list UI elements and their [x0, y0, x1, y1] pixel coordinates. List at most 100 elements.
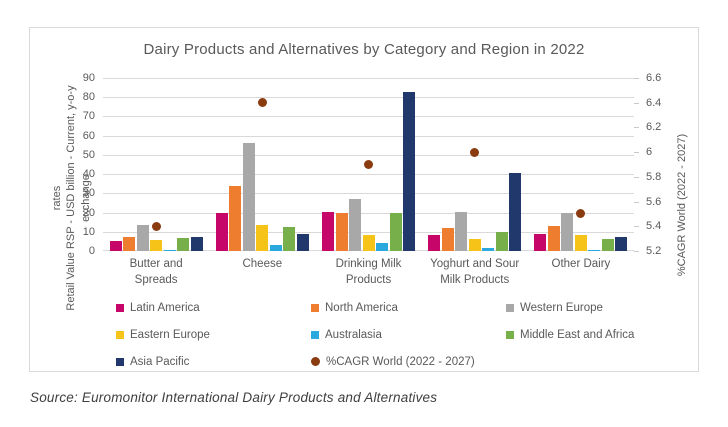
right-axis-tickmark-6.4: [634, 102, 639, 104]
right-axis-tick-5.8: 5.8: [646, 170, 662, 183]
bar-group-cheese: [209, 78, 315, 251]
category-label-cheese: Cheese: [242, 258, 283, 270]
legend-item-western-europe: Western Europe: [506, 302, 701, 314]
bar-australasia-drinking-milk-products: [376, 243, 388, 251]
right-axis-tick-6.4: 6.4: [646, 96, 662, 109]
right-axis-tickmark-5.2: [634, 251, 639, 252]
bar-middle-east-and-africa-butter-and-spreads: [177, 237, 190, 251]
bar-eastern-europe-butter-and-spreads: [150, 240, 163, 251]
category-label-drinking-milk-products: Drinking Milk Products: [335, 258, 402, 286]
legend-swatch-icon-australasia: [311, 330, 319, 339]
left-axis-tick-20: 20: [82, 206, 95, 219]
bar-latin-america-other-dairy: [534, 233, 547, 251]
bar-asia-pacific-cheese: [296, 233, 309, 251]
legend: Latin America North America Western Europe…: [116, 294, 701, 375]
legend-label-cagr-world-2022-2027: %CAGR World (2022 - 2027): [326, 355, 475, 368]
bar-eastern-europe-cheese: [256, 225, 269, 251]
bar-western-europe-butter-and-spreads: [136, 225, 149, 251]
cagr-dot-other-dairy: [576, 209, 586, 219]
category-label-yoghurt-and-sour-milk-products: Yoghurt and Sour Milk Products: [430, 258, 520, 286]
left-axis-tick-10: 10: [82, 225, 95, 238]
bar-middle-east-and-africa-yoghurt-and-sour-milk-products: [495, 231, 508, 251]
bar-eastern-europe-other-dairy: [574, 234, 587, 251]
bar-western-europe-yoghurt-and-sour-milk-products: [455, 211, 468, 251]
bar-north-america-drinking-milk-products: [335, 212, 348, 251]
bar-australasia-cheese: [269, 245, 282, 251]
legend-label-asia-pacific: Asia Pacific: [130, 355, 190, 368]
gridline-80: [103, 97, 634, 99]
legend-swatch-icon-western-europe: [506, 303, 514, 312]
right-axis-tick-5.2: 5.2: [646, 245, 662, 257]
legend-label-north-america: North America: [325, 301, 398, 314]
chart-title: Dairy Products and Alternatives by Categ…: [143, 41, 585, 58]
bar-australasia-other-dairy: [588, 250, 601, 251]
bar-eastern-europe-yoghurt-and-sour-milk-products: [468, 238, 481, 251]
bar-latin-america-butter-and-spreads: [109, 241, 122, 251]
legend-label-western-europe: Western Europe: [520, 301, 603, 314]
legend-swatch-icon-middle-east-and-africa: [506, 330, 514, 339]
right-axis-tick-5.4: 5.4: [646, 220, 662, 233]
legend-item-australasia: Australasia: [311, 329, 506, 341]
cagr-dot-cheese: [257, 98, 267, 108]
legend-item-north-america: North America: [311, 302, 506, 314]
right-axis-tickmark-5.8: [634, 176, 639, 178]
bar-latin-america-cheese: [215, 212, 228, 251]
plot-area: 0 10 20 30 40 50 60 70 80 90 5.2 5.4 5.6 5.8 6 6.2 6.4 6.…: [83, 72, 662, 257]
bar-asia-pacific-yoghurt-and-sour-milk-products: [509, 173, 522, 251]
legend-swatch-icon-asia-pacific: [116, 357, 124, 366]
right-axis-tick-6.2: 6.2: [646, 121, 662, 134]
right-axis-tickmark-6.2: [634, 127, 639, 129]
category-label-butter-and-spreads: Butter and Spreads: [129, 258, 183, 286]
right-axis-tick-6: 6: [646, 146, 653, 159]
right-axis-tick-6.6: 6.6: [646, 72, 662, 84]
gridline-30: [103, 193, 634, 195]
bar-group-butter-and-spreads: [103, 78, 209, 251]
bar-north-america-cheese: [229, 185, 242, 251]
bar-north-america-yoghurt-and-sour-milk-products: [441, 227, 454, 251]
source-note: Source: Euromonitor International Dairy …: [30, 390, 438, 405]
left-axis-tick-60: 60: [82, 129, 95, 142]
bar-middle-east-and-africa-drinking-milk-products: [389, 212, 402, 251]
bar-middle-east-and-africa-cheese: [283, 226, 296, 251]
bar-north-america-butter-and-spreads: [123, 236, 136, 251]
bar-western-europe-other-dairy: [561, 212, 574, 251]
category-label-other-dairy: Other Dairy: [551, 258, 611, 270]
left-axis-tick-90: 90: [82, 72, 95, 84]
left-axis-tick-40: 40: [82, 168, 95, 181]
bar-asia-pacific-butter-and-spreads: [190, 236, 203, 251]
left-axis-tick-80: 80: [82, 91, 95, 104]
legend-swatch-icon-latin-america: [116, 303, 124, 312]
cagr-dot-butter-and-spreads: [151, 221, 161, 231]
gridline-10: [103, 231, 634, 233]
legend-label-australasia: Australasia: [325, 328, 382, 341]
bar-group-other-dairy: [528, 78, 634, 251]
bar-asia-pacific-drinking-milk-products: [403, 92, 415, 251]
bar-group-yoghurt-and-sour-milk-products: [422, 78, 528, 251]
gridline-40: [103, 174, 634, 176]
bar-western-europe-cheese: [242, 143, 255, 251]
legend-item-eastern-europe: Eastern Europe: [116, 329, 311, 341]
legend-label-latin-america: Latin America: [130, 301, 200, 314]
bar-group-drinking-milk-products: [315, 78, 421, 251]
legend-circle-icon-cagr-world-2022-2027: [311, 357, 320, 366]
gridline-50: [103, 154, 634, 156]
legend-swatch-icon-north-america: [311, 303, 319, 312]
category-axis: Butter and Spreads Cheese Drinking Milk Pr…: [103, 257, 634, 288]
left-axis-tick-70: 70: [82, 110, 95, 123]
bar-latin-america-drinking-milk-products: [322, 211, 334, 251]
bar-eastern-europe-drinking-milk-products: [362, 234, 375, 251]
bar-asia-pacific-other-dairy: [615, 236, 628, 251]
chart-container: Dairy Products and Alternatives by Categ…: [29, 27, 699, 372]
left-axis-tick-30: 30: [82, 187, 95, 200]
bar-australasia-butter-and-spreads: [163, 250, 176, 251]
left-axis-tick-0: 0: [88, 245, 95, 257]
gridline-90: [103, 78, 634, 79]
right-axis-tick-5.6: 5.6: [646, 195, 662, 208]
right-axis-tickmark-6.6: [634, 78, 639, 79]
legend-label-eastern-europe: Eastern Europe: [130, 328, 210, 341]
left-axis-tick-50: 50: [82, 148, 95, 161]
right-axis-tickmark-5.4: [634, 226, 639, 228]
bar-australasia-yoghurt-and-sour-milk-products: [482, 248, 495, 251]
legend-swatch-icon-eastern-europe: [116, 330, 124, 339]
